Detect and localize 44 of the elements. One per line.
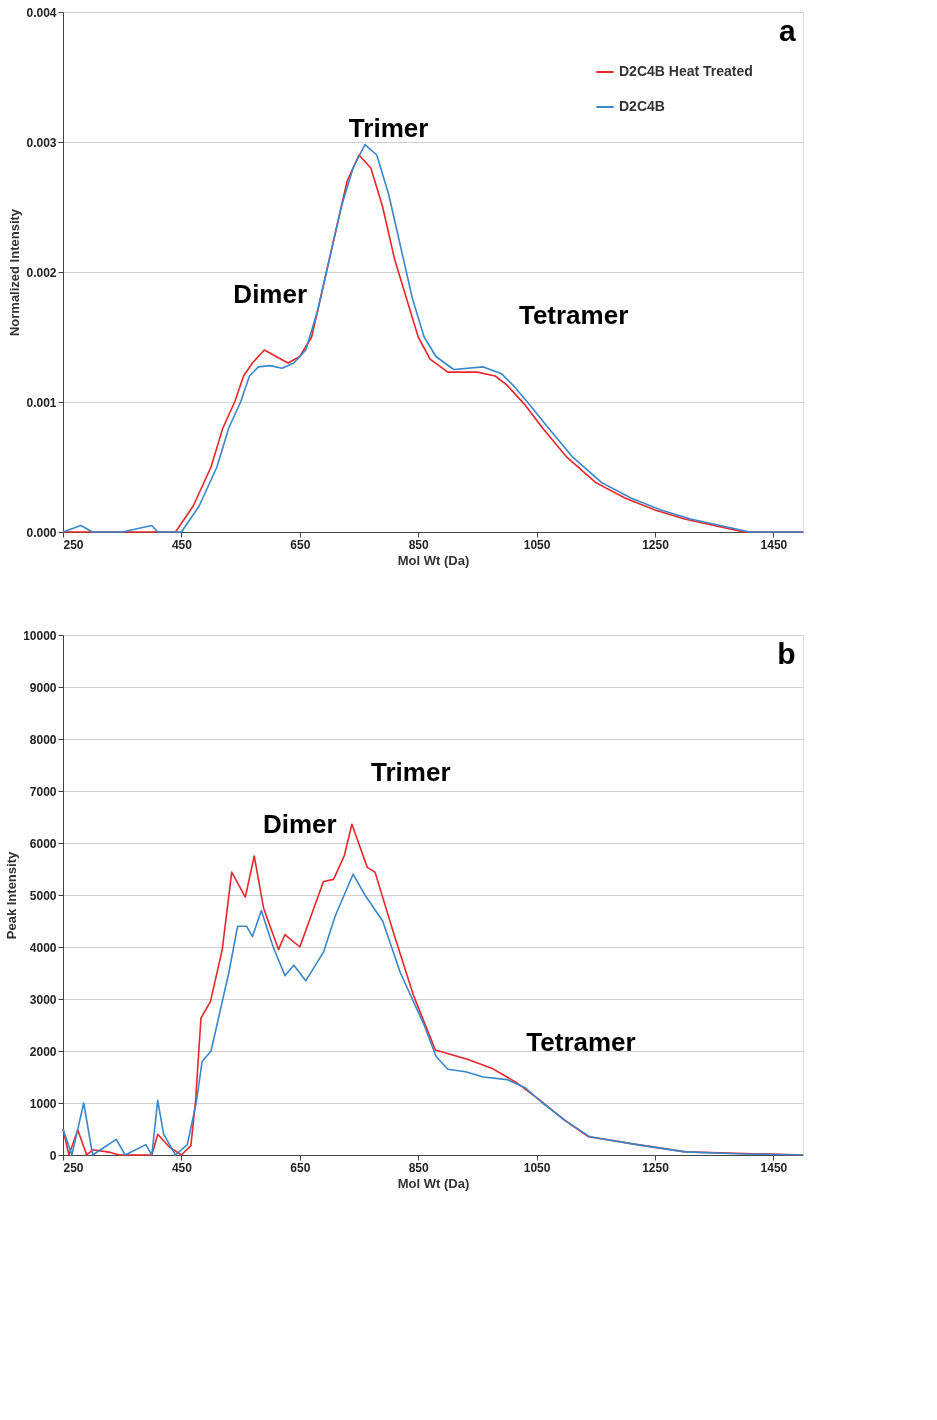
y-tick-label: 8000 [29,732,57,747]
annotation: Tetramer [526,1027,636,1058]
y-tick-label: 0.001 [26,395,57,410]
x-axis-title: Mol Wt (Da) [397,1175,470,1191]
y-tick-label: 9000 [29,680,57,695]
x-axis-title: Mol Wt (Da) [397,552,470,568]
y-tick-label: 0.004 [26,5,57,20]
x-tick-label: 650 [290,1160,311,1175]
annotation: b [777,637,796,671]
y-tick-label: 0.003 [26,135,57,150]
x-tick-label: 250 [63,1160,84,1175]
x-tick-label: 1450 [760,537,788,552]
y-tick-label: 0.002 [26,265,57,280]
x-tick-label: 850 [408,1160,430,1175]
y-tick-label: 0 [49,1148,57,1163]
x-tick-label: 650 [290,537,311,552]
x-tick-label: 1450 [760,1160,788,1175]
x-tick-label: 1050 [523,1160,551,1175]
x-tick-label: 250 [63,537,84,552]
legend-label: D2C4B Heat Treated [619,63,753,79]
x-tick-label: 850 [408,537,430,552]
y-tick-label: 7000 [29,784,57,799]
y-tick-label: 2000 [29,1044,57,1059]
y-axis-title: Peak Intensity [4,851,20,940]
x-tick-label: 1250 [642,537,670,552]
x-tick-label: 450 [171,1160,193,1175]
y-tick-label: 0.000 [26,525,57,540]
y-tick-label: 10000 [23,628,57,643]
x-tick-label: 1250 [642,1160,670,1175]
annotation: a [778,14,796,48]
y-tick-label: 5000 [29,888,57,903]
y-axis-title: Normalized Intensity [7,208,23,337]
x-tick-label: 1050 [523,537,551,552]
y-tick-label: 3000 [29,992,57,1007]
legend-label: D2C4B [619,98,665,114]
y-tick-label: 1000 [29,1096,57,1111]
x-tick-label: 450 [171,537,193,552]
y-tick-label: 4000 [29,940,57,955]
annotation: Dimer [262,808,337,839]
annotation: Dimer [233,279,308,310]
annotation: Tetramer [518,300,629,331]
y-tick-label: 6000 [29,836,57,851]
annotation: Trimer [348,113,429,143]
annotation: Trimer [371,756,451,787]
